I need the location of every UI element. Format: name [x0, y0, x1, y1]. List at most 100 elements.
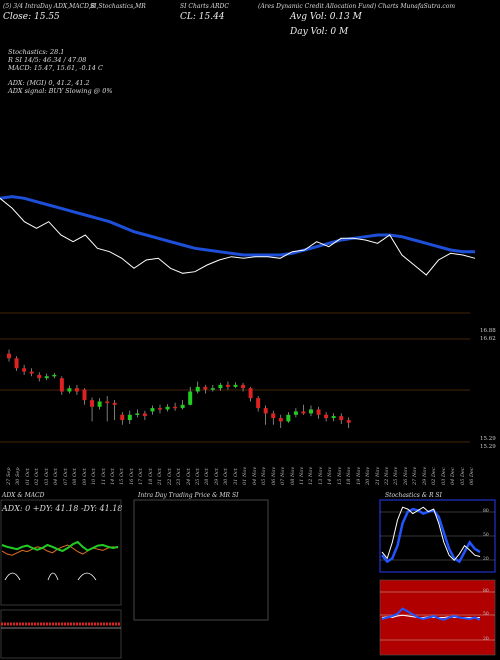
candle-body [142, 413, 147, 417]
date-label: 11 Nov [298, 466, 305, 485]
date-label: 25 Oct [195, 468, 201, 485]
price-label-low1: 15.29 [480, 436, 496, 442]
day-vol-label: Day Vol: 0 M [290, 27, 349, 37]
stochastics-readout: Stochastics: 28.1 [8, 48, 65, 56]
date-label: 14 Oct [109, 468, 116, 485]
candle-body [82, 389, 87, 401]
date-label: 04 Oct [53, 468, 60, 485]
date-label: 29 Oct [213, 468, 220, 485]
date-label: 27 Sep [6, 467, 12, 485]
date-label: 27 Nov [412, 466, 419, 485]
candle-body [135, 413, 140, 415]
price-label-low2: 15.29 [480, 444, 496, 450]
candle-body [150, 408, 155, 412]
candle-body [210, 388, 215, 390]
date-label: 20 Nov [365, 466, 372, 485]
candle-body [59, 378, 64, 392]
date-label: 21 Nov [374, 466, 381, 485]
price-label-top1: 16.88 [480, 328, 496, 334]
close-label: Close: 15.55 [3, 12, 60, 22]
candle-body [346, 420, 351, 423]
date-label: 02 Dec [431, 467, 438, 485]
date-label: 08 Oct [72, 468, 79, 485]
date-label: 29 Nov [421, 466, 428, 485]
date-label: 08 Nov [289, 466, 296, 485]
date-label: 06 Nov [270, 466, 277, 485]
date-label: 24 Oct [185, 468, 192, 485]
candle-body [271, 413, 276, 419]
price-line [0, 197, 476, 276]
cl-label: CL: 15.44 [180, 12, 225, 22]
adx-signal-readout: ADX signal: BUY Slowing @ 0% [8, 87, 113, 95]
adx-values: ADX: 0 +DY: 41.18 -DY: 41.18 [2, 504, 123, 513]
date-label: 17 Oct [138, 468, 145, 485]
candle-body [90, 400, 95, 407]
candle-body [74, 388, 79, 392]
candle-body [7, 353, 11, 359]
date-label: 18 Oct [147, 468, 154, 485]
rsi-tick-50: 50 [483, 612, 489, 617]
candle-body [331, 416, 336, 419]
date-label: 05 Dec [459, 467, 466, 485]
candle-body [37, 374, 42, 379]
date-label: 03 Dec [440, 467, 447, 485]
company-label: (Ares Dynamic Credit Allocation Fund) Ch… [258, 3, 456, 10]
candle-body [188, 391, 193, 405]
stoch-tick-80: 80 [483, 509, 489, 514]
rsi-tick-20: 20 [483, 637, 489, 642]
date-label: 02 Oct [34, 468, 41, 485]
date-label: 14 Nov [327, 466, 334, 485]
moving-average-line [0, 195, 475, 257]
date-label: 10 Oct [91, 468, 98, 485]
date-label: 31 Oct [232, 468, 239, 485]
rsi-tick-80: 80 [483, 589, 489, 594]
date-label: 30 Oct [223, 468, 230, 485]
date-label: 23 Oct [176, 468, 183, 485]
candle-body [112, 402, 117, 405]
stoch-panel-title: Stochastics & R SI [385, 492, 442, 499]
date-label: 21 Oct [157, 468, 164, 485]
candle-body [233, 384, 238, 387]
date-label: 04 Nov [251, 466, 258, 485]
adx-readout: ADX: (MGI) 0, 41.2, 41.2 [8, 79, 90, 87]
date-label: 26 Nov [402, 466, 409, 485]
candle-body [180, 404, 185, 409]
intraday-panel-title: Intra Day Trading Price & MR SI [138, 492, 239, 499]
candle-body [324, 414, 329, 419]
stoch-tick-20: 20 [483, 557, 489, 562]
date-label: 12 Nov [308, 466, 315, 485]
candle-body [218, 384, 223, 389]
symbol-label: SI Charts ARDC [180, 3, 229, 10]
candle-body [44, 376, 49, 379]
candle-body [105, 401, 110, 403]
candle-body [241, 384, 246, 389]
date-label: 30 Sep [15, 467, 22, 485]
exchange-label: (5) 3/4 IntraDay ADX,MACD,B [3, 3, 96, 10]
candle-body [97, 401, 102, 407]
candle-body [256, 398, 261, 409]
candle-body [263, 408, 268, 414]
candle-body [158, 408, 162, 410]
date-label: 22 Nov [384, 466, 390, 485]
stoch-tick-50: 50 [483, 533, 489, 538]
candle-body [22, 368, 27, 372]
candle-body [29, 371, 34, 374]
date-label: 09 Oct [81, 468, 88, 485]
candle-body [120, 414, 125, 421]
candle-body [225, 384, 230, 387]
candle-body [278, 418, 283, 422]
date-label: 05 Nov [261, 466, 268, 485]
candle-body [301, 411, 306, 414]
date-label: 03 Oct [43, 468, 50, 485]
date-label: 22 Oct [166, 468, 173, 485]
candle-body [309, 409, 313, 414]
candle-body [203, 386, 208, 390]
avg-vol-label: Avg Vol: 0.13 M [290, 12, 362, 22]
candle-body [339, 416, 344, 421]
date-label: 07 Nov [280, 466, 287, 485]
candle-body [52, 374, 57, 377]
date-label: 25 Nov [393, 466, 400, 485]
candle-body [127, 414, 132, 421]
adx-panel-title: ADX & MACD [2, 492, 45, 499]
date-label: 15 Nov [336, 466, 343, 485]
